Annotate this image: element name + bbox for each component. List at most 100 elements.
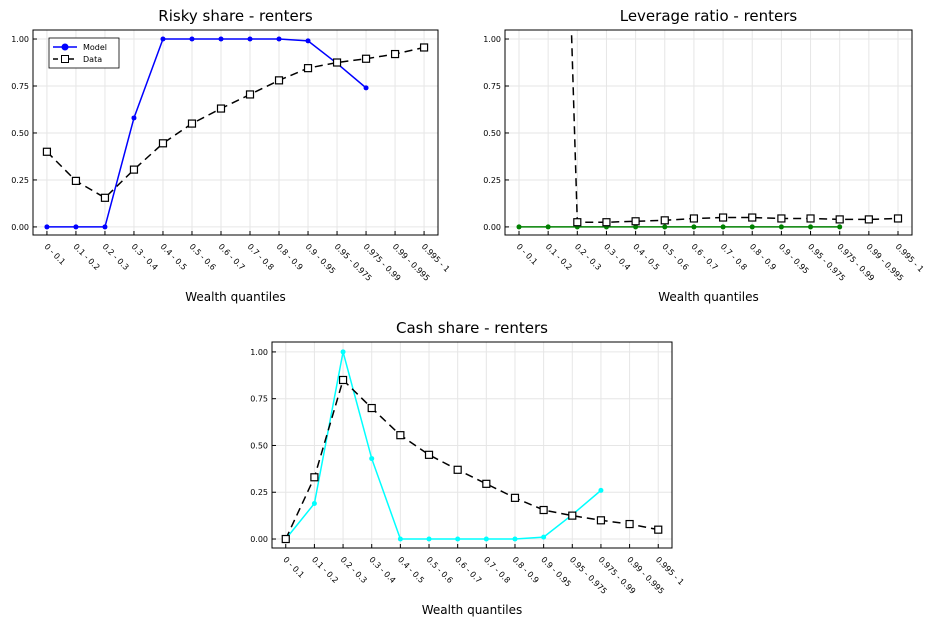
point: [281, 534, 290, 544]
point: [483, 536, 489, 542]
point: [864, 215, 873, 224]
y-tick-label: 1.00: [11, 35, 29, 44]
point: [516, 224, 522, 230]
point: [893, 214, 903, 223]
plot-area: [281, 349, 663, 544]
y-tick-label: 1.00: [250, 348, 268, 357]
point: [158, 139, 168, 148]
point: [455, 536, 461, 542]
point: [189, 36, 195, 42]
x-tick-label: 0.2 - 0.3: [573, 242, 603, 272]
plot-frame: [271, 341, 673, 549]
y-tick-label: 0.50: [483, 129, 501, 138]
point: [187, 119, 197, 128]
point: [396, 431, 405, 440]
point: [361, 54, 371, 63]
x-tick-label: 0.7 - 0.8: [482, 555, 512, 585]
point: [660, 216, 669, 225]
y-tick-label: 0.75: [11, 82, 29, 91]
point: [689, 214, 699, 223]
point: [633, 224, 639, 230]
point: [837, 224, 843, 230]
point: [541, 534, 547, 540]
point: [691, 224, 697, 230]
x-tick-label: 0.7 - 0.8: [719, 242, 749, 272]
chart-title: Leverage ratio - renters: [620, 7, 798, 25]
point: [718, 213, 728, 222]
series-line: [46, 46, 425, 199]
plot-area: [42, 36, 429, 230]
point: [539, 505, 548, 515]
point: [245, 90, 255, 99]
x-tick-label: 0.3 - 0.4: [130, 242, 160, 272]
x-tick-label: 0.9 - 0.95: [777, 242, 811, 276]
point: [218, 36, 224, 42]
x-axis-label: Wealth quantiles: [658, 290, 759, 304]
point: [720, 224, 726, 230]
point: [311, 500, 317, 506]
point: [100, 193, 110, 202]
x-axis-label: Wealth quantiles: [185, 290, 286, 304]
point: [777, 214, 786, 223]
point: [749, 224, 755, 230]
x-tick-label: 0.8 - 0.9: [511, 555, 541, 585]
x-tick-label: 0.6 - 0.7: [690, 242, 720, 272]
x-tick-label: 0.1 - 0.2: [72, 242, 102, 272]
x-tick-label: 0.2 - 0.3: [101, 242, 131, 272]
point: [369, 456, 375, 462]
point: [512, 536, 518, 542]
point: [453, 465, 462, 474]
chart: Cash share - renters 0.00 0.25 0.50 0.75 1.00…: [250, 319, 685, 617]
x-tick-label: 0.9 - 0.95: [304, 242, 338, 276]
x-tick-label: 0.3 - 0.4: [367, 555, 397, 585]
point: [338, 375, 348, 385]
x-tick-label: 0.1 - 0.2: [310, 555, 340, 585]
point: [545, 224, 551, 230]
plot-frame: [504, 29, 913, 236]
chart: Leverage ratio - renters 0.00 0.25 0.50 0.75…: [483, 7, 925, 304]
x-tick-label: 0.6 - 0.7: [453, 555, 483, 585]
point: [806, 214, 815, 223]
x-tick-label: 0 - 0.1: [43, 242, 68, 267]
point: [305, 38, 311, 44]
series-line: [46, 38, 367, 228]
x-tick-label: 0.4 - 0.5: [396, 555, 426, 585]
x-tick-label: 0 - 0.1: [515, 242, 540, 267]
point: [340, 349, 346, 355]
x-tick-label: 0.5 - 0.6: [660, 242, 690, 272]
point: [662, 224, 668, 230]
point: [390, 49, 400, 59]
point: [835, 215, 844, 224]
point: [102, 224, 108, 230]
y-tick-label: 0.50: [250, 441, 268, 450]
point: [424, 450, 434, 459]
y-tick-label: 0.00: [250, 535, 268, 544]
point: [332, 58, 342, 67]
point: [44, 224, 50, 230]
point: [482, 479, 491, 488]
point: [596, 516, 606, 525]
point: [598, 487, 604, 493]
x-tick-label: 0.4 - 0.5: [159, 242, 189, 272]
x-tick-label: 0.2 - 0.3: [339, 555, 369, 585]
y-tick-label: 0.50: [11, 129, 29, 138]
chart: Risky share - renters 0.00 0.25 0.50 0.75 1.0…: [11, 7, 451, 304]
x-tick-label: 0.8 - 0.9: [748, 242, 778, 272]
x-tick-label: 0.1 - 0.2: [544, 242, 574, 272]
x-tick-label: 0.3 - 0.4: [602, 242, 632, 272]
point: [303, 64, 313, 73]
x-tick-label: 0.7 - 0.8: [246, 242, 276, 272]
x-axis-label: Wealth quantiles: [422, 603, 523, 617]
series-line: [285, 378, 659, 540]
point: [602, 218, 611, 227]
point: [573, 218, 582, 227]
x-tick-label: 0.9 - 0.95: [539, 555, 573, 589]
point: [426, 536, 432, 542]
legend-marker: [61, 43, 69, 51]
legend: Model Data: [48, 37, 120, 69]
y-tick-label: 0.25: [11, 176, 29, 185]
point: [160, 36, 166, 42]
legend-label: Model: [83, 43, 107, 52]
y-tick-label: 0.25: [483, 176, 501, 185]
point: [510, 493, 520, 502]
